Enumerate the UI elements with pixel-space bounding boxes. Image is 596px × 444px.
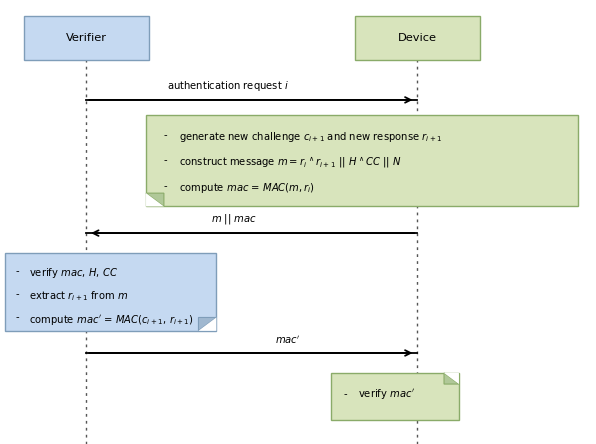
Text: compute $mac$ = $MAC(m, r_i)$: compute $mac$ = $MAC(m, r_i)$ [179,181,315,195]
Polygon shape [444,373,459,384]
Polygon shape [146,193,164,206]
Text: extract $r_{i+1}$ from $m$: extract $r_{i+1}$ from $m$ [29,289,128,303]
Polygon shape [146,193,164,206]
Text: -: - [164,155,167,166]
Text: -: - [15,313,19,323]
FancyBboxPatch shape [5,253,216,331]
Text: $mac'$: $mac'$ [275,335,300,346]
FancyBboxPatch shape [24,16,149,60]
Text: Device: Device [398,33,437,43]
Text: compute $mac'$ = $MAC(c_{i+1},\, r_{i+1})$: compute $mac'$ = $MAC(c_{i+1},\, r_{i+1}… [29,313,193,327]
Polygon shape [198,317,216,331]
Text: verify $mac'$: verify $mac'$ [358,387,415,401]
FancyBboxPatch shape [355,16,480,60]
Text: verify $mac$, $H$, $CC$: verify $mac$, $H$, $CC$ [29,266,118,281]
Text: Verifier: Verifier [66,33,107,43]
Text: -: - [15,266,19,277]
Text: -: - [164,181,167,191]
Text: construct message $m = r_i\,^\wedge r_{i+1}$ || $H\,^\wedge CC$ || $N$: construct message $m = r_i\,^\wedge r_{i… [179,155,402,170]
FancyBboxPatch shape [146,115,578,206]
Text: -: - [15,289,19,300]
Text: $m$ || $mac$: $m$ || $mac$ [211,212,257,226]
Polygon shape [444,373,459,384]
Text: generate new challenge $c_{i+1}$ and new response $r_{i+1}$: generate new challenge $c_{i+1}$ and new… [179,130,442,144]
Text: authentication request $i$: authentication request $i$ [167,79,289,93]
Text: -: - [164,130,167,140]
Text: -: - [344,389,347,399]
Polygon shape [198,317,216,331]
FancyBboxPatch shape [331,373,459,420]
